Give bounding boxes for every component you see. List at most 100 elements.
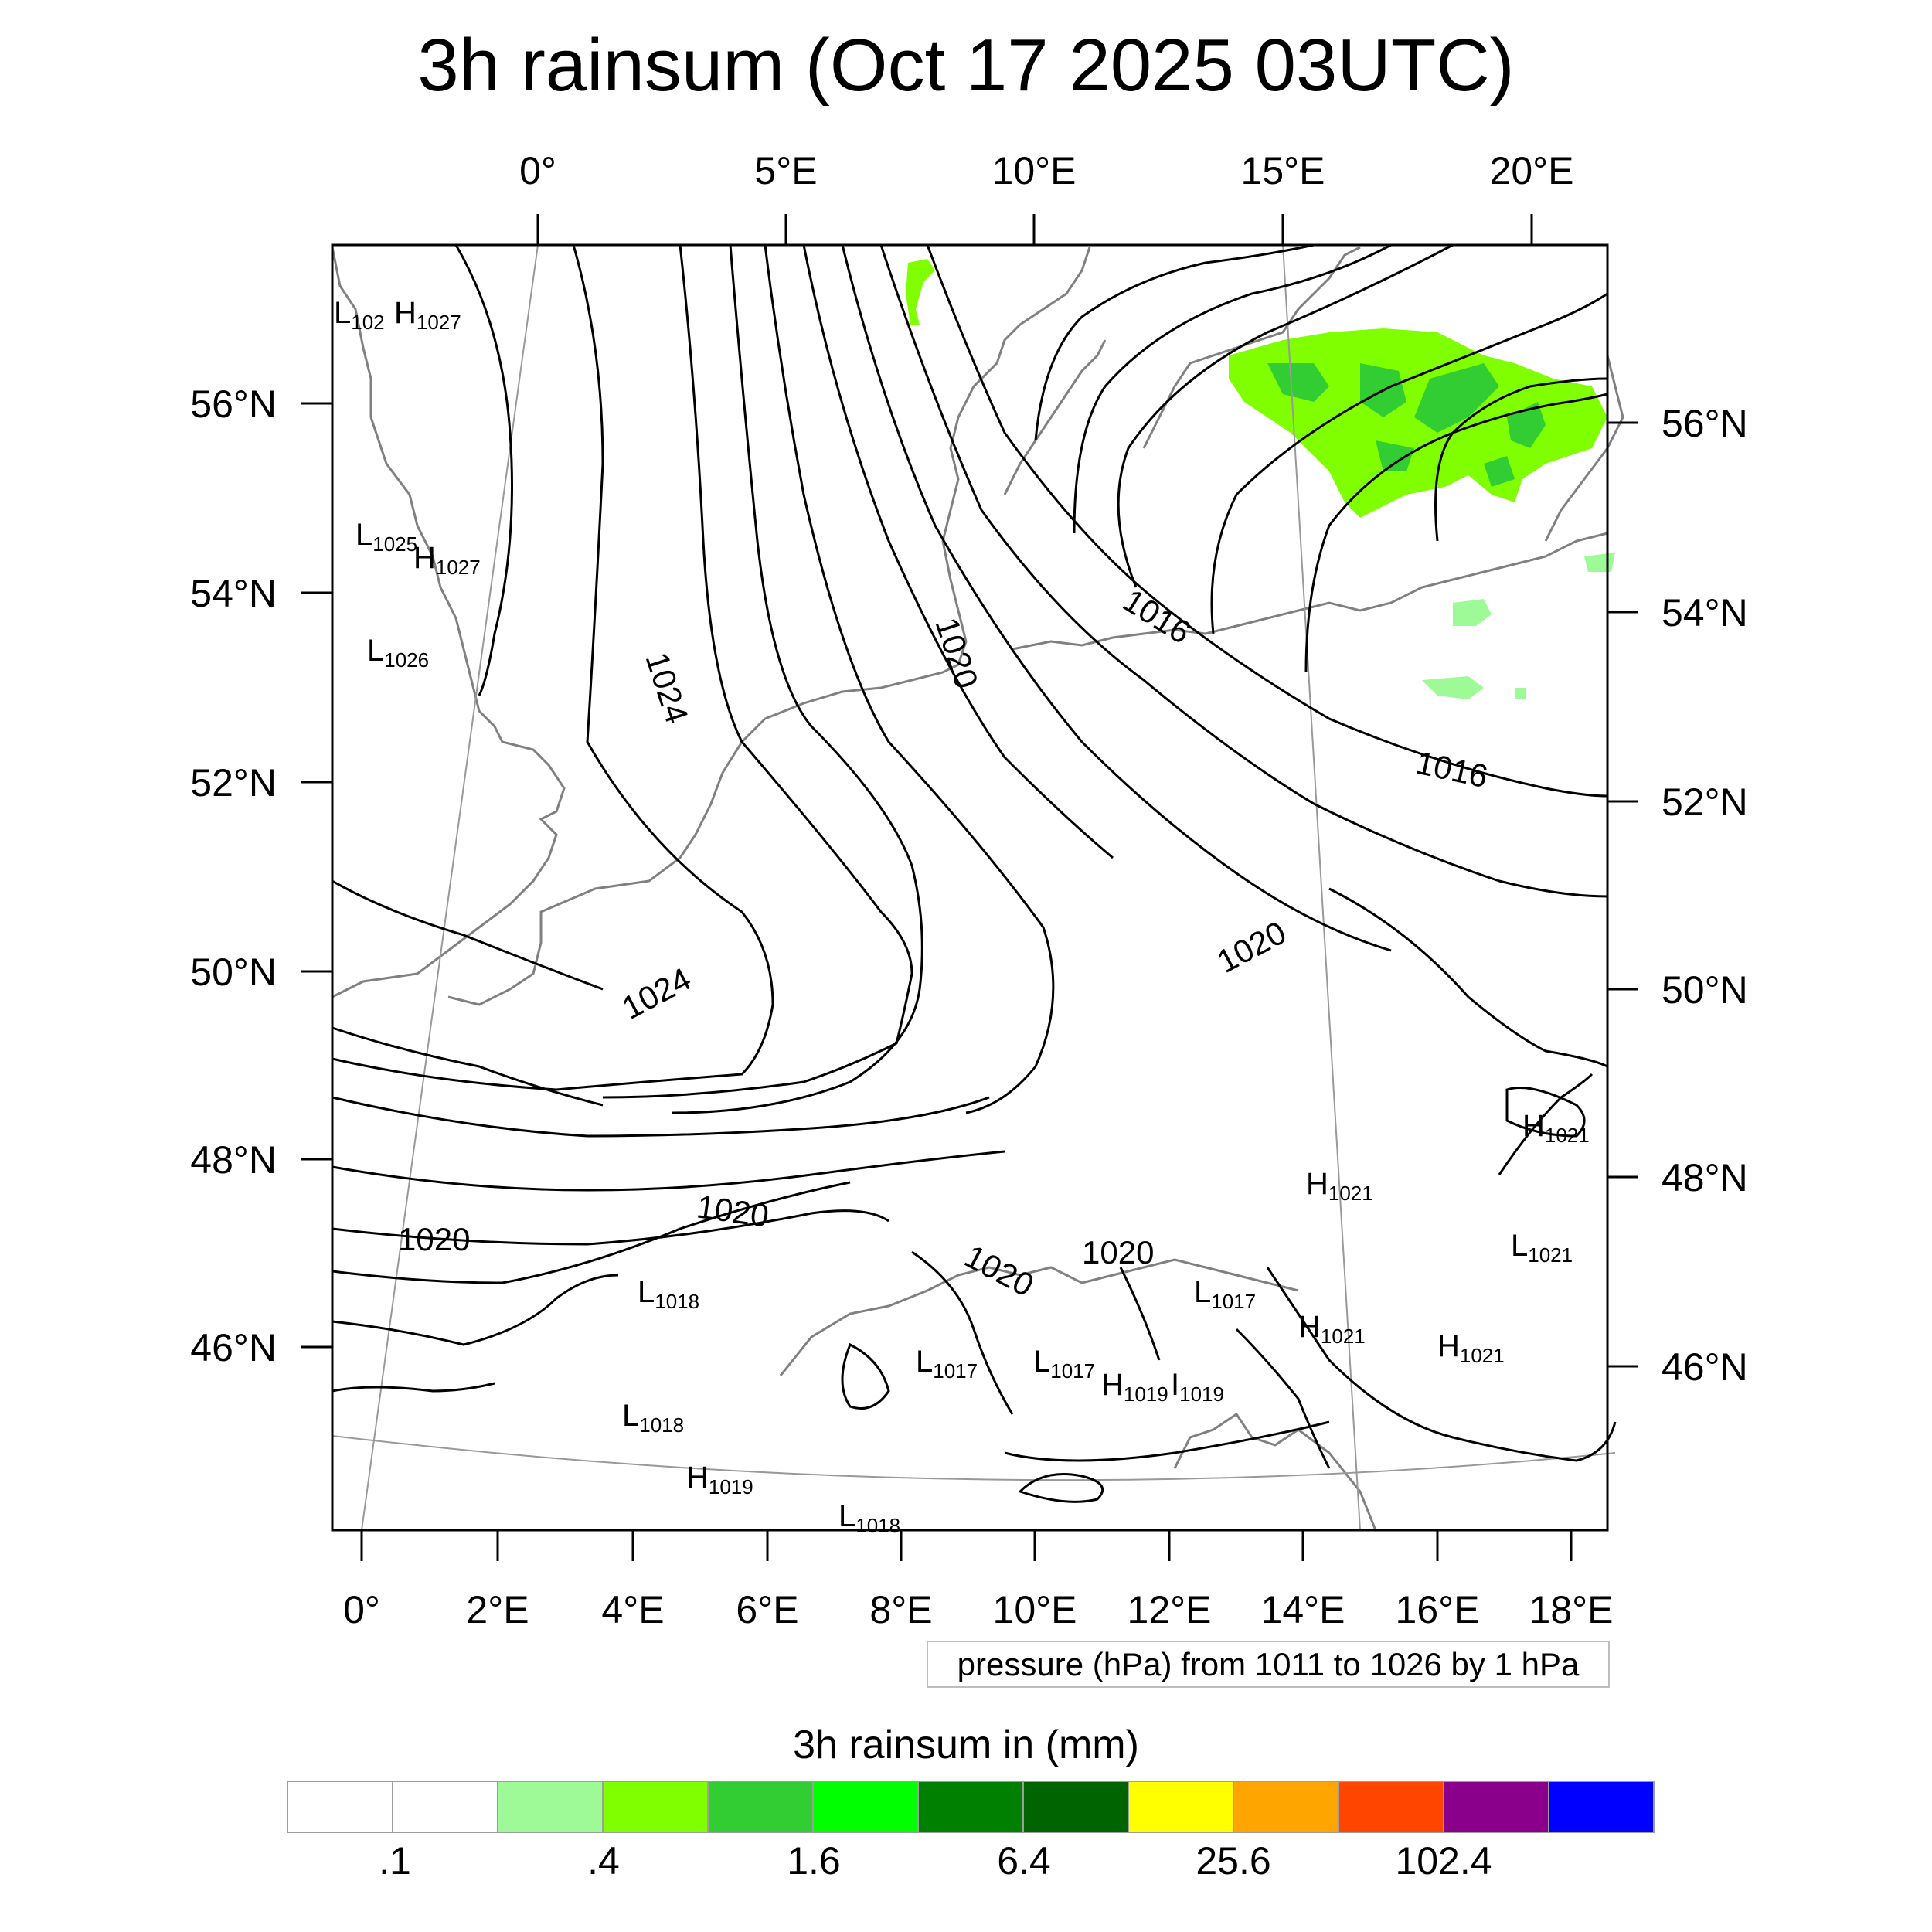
svg-text:L102: L102 [334, 296, 385, 334]
colorbar-box [1443, 1781, 1549, 1833]
bottom-ticks [360, 1530, 1573, 1561]
right-lat-labels: 56°N 54°N 52°N 50°N 48°N 46°N [1662, 402, 1748, 1389]
graticule [332, 244, 1616, 1531]
svg-text:L1017: L1017 [1194, 1275, 1256, 1313]
low-marker: L1017 [1033, 1345, 1095, 1383]
colorbar-box [602, 1781, 709, 1833]
axis-label: 48°N [1662, 1156, 1748, 1199]
colorbar-box [392, 1781, 498, 1833]
pressure-markers: L102 H1027 L1025 H1027 L1026 H1021 H1021… [334, 296, 1590, 1537]
high-marker: H1019 [686, 1461, 753, 1498]
axis-label: 20°E [1490, 149, 1574, 192]
colorbar-box [1233, 1781, 1339, 1833]
isobar [841, 1342, 890, 1410]
axis-label: 16°E [1396, 1588, 1480, 1631]
svg-text:I1019: I1019 [1171, 1368, 1224, 1406]
axis-label: 52°N [190, 761, 277, 804]
coastline-britain [331, 247, 566, 998]
isobar [1434, 377, 1608, 542]
low-marker: L1021 [1511, 1229, 1573, 1267]
isobar [1117, 243, 1454, 588]
isobar-label: 1020 [695, 1188, 771, 1234]
map-frame [331, 243, 1609, 1532]
axis-label: 56°N [190, 383, 277, 426]
svg-text:H1027: H1027 [413, 541, 481, 579]
axis-label: 54°N [190, 572, 277, 615]
bottom-lon-labels: 0° 2°E 4°E 6°E 8°E 10°E 12°E 14°E 16°E 1… [343, 1588, 1613, 1631]
high-marker: H1021 [1306, 1167, 1373, 1205]
graticule-line [332, 1435, 1616, 1481]
axis-label: 12°E [1128, 1588, 1212, 1631]
axis-label: 56°N [1662, 402, 1748, 445]
high-marker: H1019 [1101, 1368, 1168, 1406]
coastline-adriatic [1173, 1412, 1377, 1531]
isobars [332, 243, 1617, 1503]
isobar [926, 244, 1608, 798]
isobar [1266, 1267, 1617, 1462]
axis-label: 10°E [993, 1588, 1077, 1631]
axis-label: 14°E [1261, 1588, 1345, 1631]
colorbar-label: .1 [379, 1839, 411, 1883]
isobar [1328, 887, 1608, 1068]
axis-label: 10°E [992, 149, 1077, 192]
isobar [1505, 1087, 1586, 1138]
svg-text:H1021: H1021 [1522, 1109, 1590, 1147]
colorbar-label: 102.4 [1395, 1839, 1492, 1883]
figure-title: 3h rainsum (Oct 17 2025 03UTC) [417, 24, 1515, 107]
isobar [332, 1382, 495, 1393]
isobar [454, 244, 513, 696]
isobar [332, 1150, 1005, 1192]
axis-label: 18°E [1529, 1588, 1614, 1631]
axis-label: 52°N [1662, 781, 1748, 824]
axis-label: 15°E [1241, 149, 1325, 192]
low-marker: L1018 [838, 1499, 900, 1537]
axis-label: 46°N [1662, 1345, 1748, 1389]
axis-label: 8°E [869, 1588, 932, 1631]
svg-text:L1017: L1017 [1033, 1345, 1095, 1383]
colorbar-title: 3h rainsum in (mm) [793, 1723, 1139, 1767]
low-marker: L102 [334, 296, 385, 334]
rain-areas [906, 259, 1615, 699]
isobar [1304, 393, 1608, 673]
low-marker: L1026 [367, 634, 429, 672]
left-ticks [301, 402, 332, 1349]
graticule-line [361, 244, 539, 1531]
isobar [332, 1181, 851, 1284]
axis-label: 6°E [736, 1588, 798, 1631]
right-ticks [1607, 421, 1638, 1368]
isobar [332, 244, 774, 1091]
axis-label: 5°E [754, 149, 817, 192]
colorbar-label: 6.4 [997, 1839, 1051, 1883]
isobar [1119, 1267, 1161, 1361]
isobar [332, 1026, 604, 1107]
colorbar-box [917, 1781, 1024, 1833]
low-marker: L1017 [1194, 1275, 1256, 1313]
colorbar-label: 1.6 [787, 1839, 841, 1883]
axis-label: 50°N [190, 951, 277, 994]
isobar-label: 1020 [959, 1237, 1040, 1303]
colorbar-box [812, 1781, 919, 1833]
isobar [1073, 243, 1392, 534]
rain-area-baltic-core [1267, 363, 1546, 487]
coastline-sweden [1142, 246, 1361, 449]
colorbar-box [497, 1781, 604, 1833]
alps-outline [779, 1258, 1299, 1376]
colorbar-labels: .1 .4 1.6 6.4 25.6 102.4 [379, 1839, 1492, 1883]
svg-text:L1018: L1018 [622, 1399, 684, 1437]
svg-text:H1021: H1021 [1437, 1329, 1505, 1367]
svg-text:L1025: L1025 [355, 518, 417, 556]
svg-text:L1017: L1017 [916, 1345, 978, 1383]
isobar [332, 1209, 889, 1246]
colorbar-box [1022, 1781, 1129, 1833]
isobar-label: 1024 [616, 961, 697, 1026]
isobar [1498, 1073, 1594, 1175]
isobar [802, 244, 1114, 859]
left-lat-labels: 56°N 54°N 52°N 50°N 48°N 46°N [190, 383, 277, 1369]
low-marker: L1018 [638, 1275, 699, 1313]
isobar [332, 1274, 619, 1346]
axis-label: 46°N [190, 1326, 277, 1369]
isobar-label: 1020 [928, 613, 985, 692]
isobar-label: 1020 [1211, 914, 1292, 980]
axis-label: 0° [343, 1588, 380, 1631]
